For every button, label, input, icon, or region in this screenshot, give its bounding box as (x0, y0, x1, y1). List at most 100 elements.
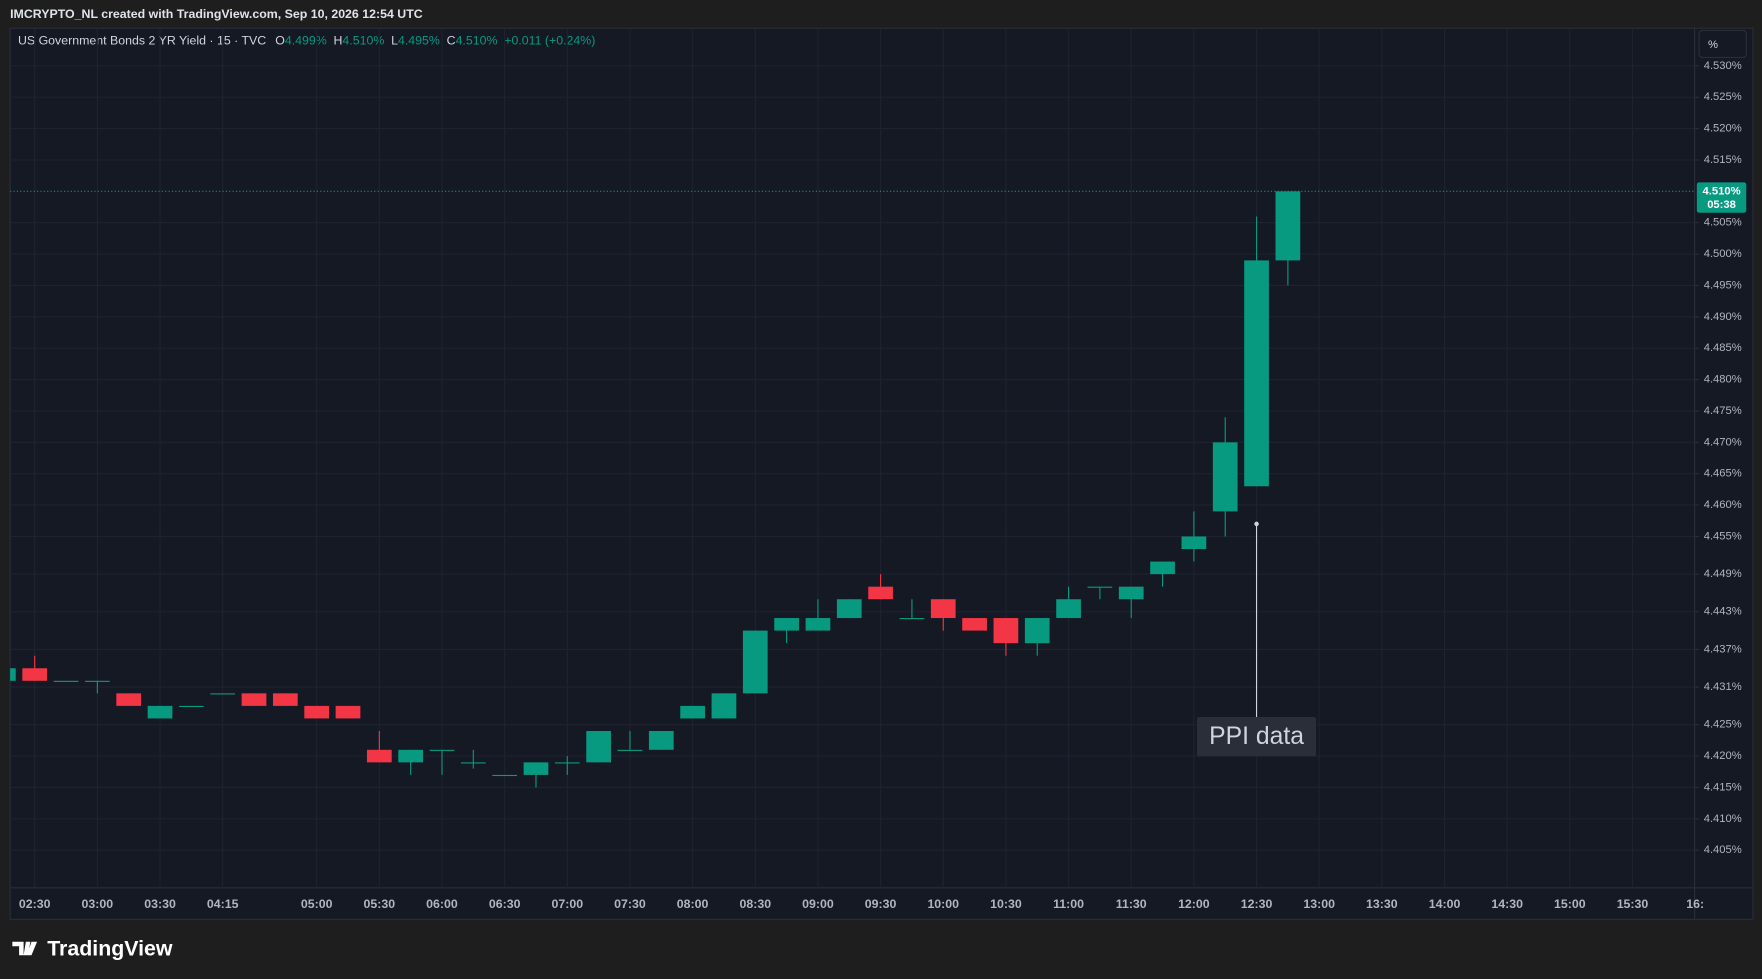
candle-body (1212, 442, 1238, 512)
symbol: US Government Bonds 2 YR Yield · 15 · TV… (18, 34, 266, 48)
footer-logo: TradingView (12, 936, 173, 960)
candle-body (523, 762, 549, 775)
candle-body (1024, 618, 1050, 644)
x-tick-label: 03:30 (144, 897, 176, 911)
x-tick-label: 11:00 (1053, 897, 1084, 911)
axes: 4.530% 4.525% 4.520% 4.515% 4.505% 4.500% 4.49… (19, 60, 1747, 911)
y-tick-label: 4.455% (1704, 530, 1742, 542)
unit-button[interactable] (1698, 29, 1747, 58)
candle-body (272, 693, 298, 706)
candle-body (680, 705, 705, 719)
candle-body (53, 680, 79, 682)
y-tick-label: 4.530% (1704, 60, 1742, 72)
x-tick-label: 05:00 (301, 897, 333, 911)
candle-body (868, 586, 893, 600)
legend-key: C (447, 34, 456, 48)
candle-body (554, 762, 580, 764)
legend-change: +0.011 (+0.24%) (504, 34, 595, 48)
legend-value: 4.499% (285, 34, 327, 48)
candle-body (429, 749, 455, 751)
annotation-box (1196, 717, 1317, 757)
x-tick-label: 11:30 (1116, 897, 1147, 911)
y-tick-label: 4.480% (1704, 374, 1742, 386)
x-tick-label: 14:00 (1429, 897, 1461, 911)
x-tick-label: 10:30 (990, 897, 1022, 911)
candle-body (10, 668, 16, 681)
candle-body (962, 618, 987, 631)
candle-body (711, 693, 737, 719)
candle-body (774, 618, 799, 631)
legend-value: 4.495% (398, 34, 440, 48)
candle-body (617, 749, 643, 751)
x-tick-label: 16: (1686, 897, 1704, 911)
candle-body (930, 599, 956, 619)
y-tick-label: 4.485% (1704, 342, 1742, 354)
y-tick-label: 4.475% (1704, 405, 1742, 417)
candle-body (1181, 536, 1207, 550)
x-tick-label: 10:00 (927, 897, 959, 911)
brand: TradingView (47, 936, 173, 960)
candle-body (742, 630, 768, 694)
candles: PPI data (10, 190, 1695, 788)
y-tick-label: 4.465% (1704, 468, 1742, 480)
y-tick-label: 4.490% (1704, 311, 1742, 323)
x-tick-label: 07:30 (614, 897, 646, 911)
candle-body (116, 693, 142, 706)
x-tick-label: 03:00 (82, 897, 114, 911)
candle-body (993, 618, 1019, 644)
candle-body (1150, 561, 1175, 575)
candle-body (304, 705, 330, 719)
logo-icon (12, 941, 38, 956)
x-tick-label: 15:30 (1617, 897, 1649, 911)
x-tick-label: 09:00 (802, 897, 834, 911)
x-tick-label: 07:00 (551, 897, 583, 911)
candle-body (1244, 260, 1269, 487)
x-tick-label: 02:30 (19, 897, 51, 911)
candle-body (366, 749, 392, 763)
y-tick-label: 4.437% (1704, 643, 1742, 655)
credit: IMCRYPTO_NL created with TradingView.com… (10, 7, 423, 21)
y-tick-label: 4.410% (1704, 813, 1742, 825)
y-tick-label: 4.500% (1704, 248, 1742, 260)
x-tick-label: 08:00 (677, 897, 709, 911)
last-price-box (1696, 182, 1747, 213)
y-tick-label: 4.415% (1704, 781, 1742, 793)
candle-body (22, 668, 48, 681)
candle-body (460, 762, 486, 764)
grid (10, 28, 1695, 888)
candle-body (1275, 191, 1301, 261)
y-tick-label: 4.431% (1704, 681, 1742, 693)
x-tick-label: 14:30 (1491, 897, 1523, 911)
y-tick-label: 4.443% (1704, 606, 1742, 618)
candle-body (899, 618, 925, 620)
x-tick-label: 06:30 (489, 897, 521, 911)
y-tick-label: 4.460% (1704, 499, 1742, 511)
annotation-text: PPI data (1209, 723, 1304, 750)
x-tick-label: 12:00 (1178, 897, 1210, 911)
candle-body (84, 680, 110, 682)
x-tick-label: 13:30 (1366, 897, 1398, 911)
candle-body (586, 730, 611, 763)
legend-key: O (275, 34, 285, 48)
x-tick-label: 08:30 (739, 897, 771, 911)
x-tick-label: 12:30 (1241, 897, 1273, 911)
y-tick-label: 4.505% (1704, 217, 1742, 229)
legend-key: L (391, 34, 398, 48)
last-price-label: 4.510% (1703, 185, 1741, 197)
candle-body (147, 705, 173, 719)
y-tick-label: 4.525% (1704, 91, 1742, 103)
y-tick-label: 4.470% (1704, 436, 1742, 448)
candle-body (398, 749, 424, 763)
candle-body (1118, 586, 1144, 600)
legend-value: 4.510% (456, 34, 498, 48)
x-tick-label: 06:00 (426, 897, 458, 911)
candle-body (210, 693, 236, 695)
legend-key: H (333, 34, 342, 48)
y-tick-label: 4.405% (1704, 844, 1742, 856)
candle-body (836, 599, 862, 619)
countdown: 05:38 (1707, 199, 1736, 211)
annotation-anchor (1254, 521, 1259, 527)
unit-label: % (1708, 39, 1718, 51)
